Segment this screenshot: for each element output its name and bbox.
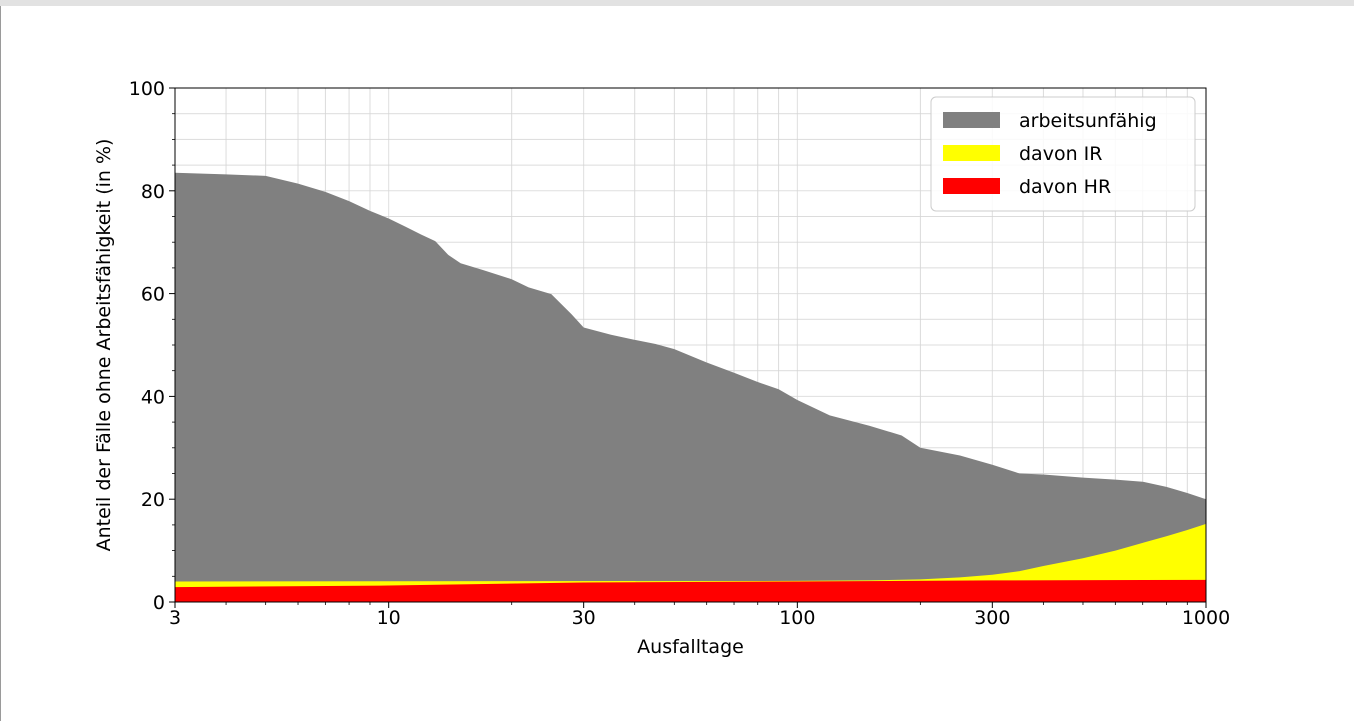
x-tick-label: 30 [572,607,596,629]
y-axis-ticks: 0 20 40 60 80 100 [129,78,175,614]
legend-swatch-davon-ir [943,145,1000,161]
x-tick-label: 300 [974,607,1010,629]
y-tick-label: 20 [141,489,165,511]
x-tick-label: 1000 [1182,607,1230,629]
area-davon-hr [175,579,1206,602]
y-tick-label: 100 [129,78,165,100]
x-tick-label: 3 [169,607,181,629]
legend-label-arbeitsunfaehig: arbeitsunfähig [1019,110,1157,132]
legend: arbeitsunfähig davon IR davon HR [930,96,1196,212]
legend-swatch-davon-hr [943,178,1000,194]
x-tick-label: 10 [377,607,401,629]
area-arbeitsunfaehig [175,172,1206,602]
x-tick-label: 100 [779,607,815,629]
legend-swatch-arbeitsunfaehig [943,112,1000,128]
x-axis-label: Ausfalltage [637,636,744,658]
top-bar [0,0,1354,6]
y-tick-label: 40 [141,386,165,408]
y-tick-label: 0 [153,592,165,614]
x-axis-ticks: 3 10 30 100 300 1000 [169,602,1230,629]
area-series [175,172,1206,602]
left-border [0,6,1,721]
y-tick-label: 60 [141,284,165,306]
legend-label-davon-ir: davon IR [1019,143,1102,165]
legend-label-davon-hr: davon HR [1019,176,1111,198]
y-axis-label: Anteil der Fälle ohne Arbeitsfähigkeit (… [93,139,115,552]
y-tick-label: 80 [141,181,165,203]
